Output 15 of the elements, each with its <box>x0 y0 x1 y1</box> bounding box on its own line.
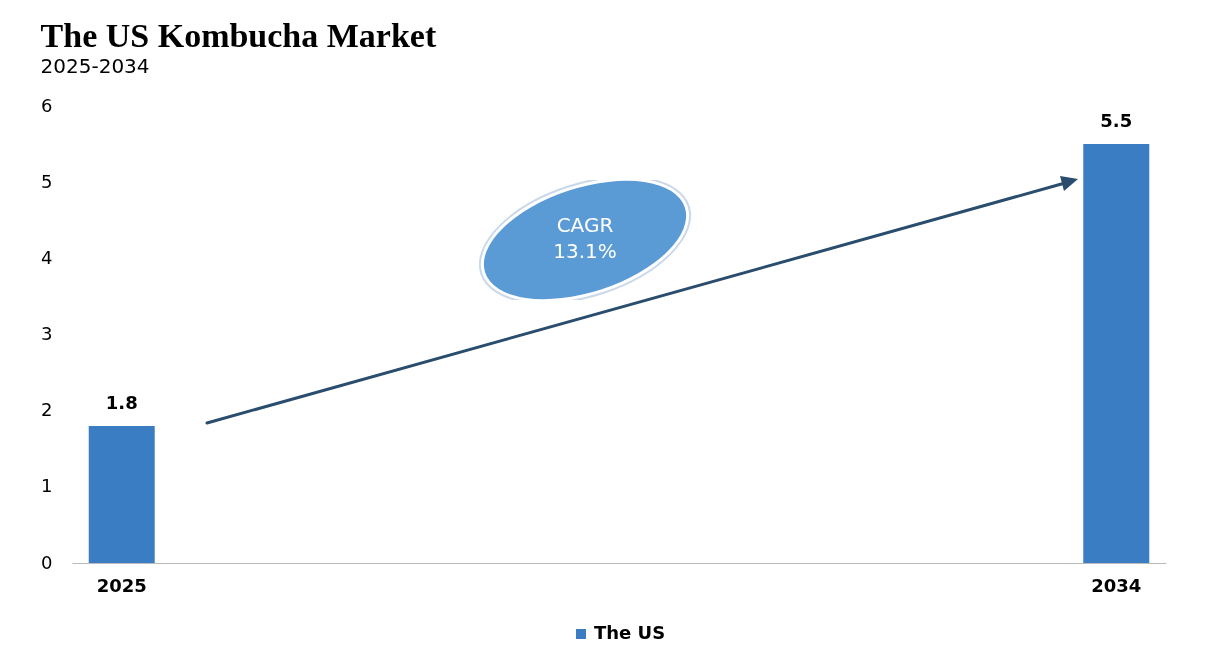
y-tick-label: 6 <box>41 94 53 116</box>
data-label: 5.5 <box>1100 110 1133 132</box>
y-tick-label: 3 <box>41 323 53 344</box>
annotation: CAGR 13.1% <box>552 212 618 264</box>
y-tick-label: 0 <box>41 551 53 573</box>
legend-label: The US <box>594 622 666 643</box>
y-tick-label: 1 <box>41 475 53 497</box>
y-tick-label: 4 <box>41 246 53 268</box>
y-tick-label: 2 <box>41 399 53 421</box>
chart-subtitle: 2025-2034 <box>40 54 150 78</box>
x-tick-label: 2034 <box>1091 574 1142 596</box>
y-tick-label: 5 <box>41 170 53 192</box>
x-tick-label: 2025 <box>96 574 147 596</box>
data-label: 1.8 <box>105 391 138 413</box>
chart-title: The US Kombucha Market <box>40 17 437 54</box>
